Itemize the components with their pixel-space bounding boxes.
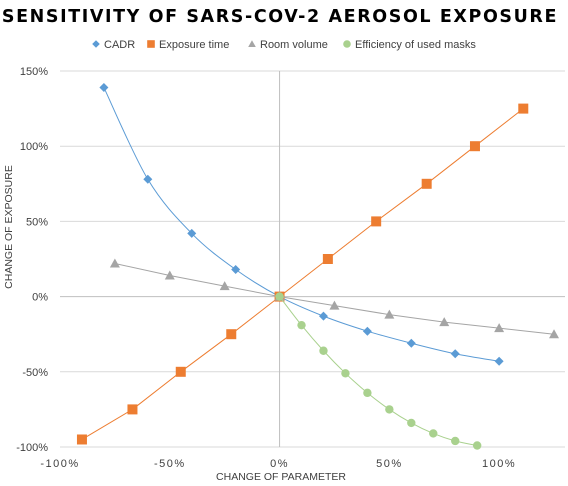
data-point bbox=[407, 418, 416, 428]
data-point bbox=[362, 326, 372, 336]
data-point bbox=[439, 317, 450, 327]
x-tick-label: 100% bbox=[482, 458, 516, 470]
x-tick-label: -100% bbox=[40, 458, 79, 470]
legend-marker bbox=[92, 40, 100, 48]
data-point bbox=[450, 349, 460, 359]
legend-label: Room volume bbox=[260, 39, 328, 51]
legend-label: Efficiency of used masks bbox=[355, 39, 476, 51]
x-axis-title: CHANGE OF PARAMETER bbox=[216, 471, 346, 483]
data-point bbox=[472, 441, 482, 450]
data-point bbox=[494, 356, 504, 366]
data-point bbox=[226, 329, 237, 340]
y-tick-label: -50% bbox=[22, 367, 48, 379]
data-point bbox=[494, 323, 505, 333]
legend-marker bbox=[343, 40, 351, 48]
series-line bbox=[279, 296, 478, 446]
legend-marker bbox=[147, 40, 155, 48]
data-point bbox=[406, 338, 416, 348]
legend: CADR Exposure time Room volume Efficiency o… bbox=[92, 39, 476, 51]
data-point bbox=[175, 366, 186, 377]
data-point bbox=[275, 292, 284, 301]
data-point bbox=[109, 258, 120, 268]
series-line bbox=[103, 87, 500, 362]
data-point bbox=[469, 141, 480, 152]
axes: -100% -50% 0% 50% 100% 150% -100% -50% 0% 50% 100% bbox=[16, 66, 565, 470]
data-point bbox=[518, 103, 529, 114]
data-point bbox=[429, 429, 438, 438]
data-point bbox=[164, 270, 175, 280]
data-point bbox=[219, 281, 230, 291]
legend-marker bbox=[248, 40, 256, 48]
data-point bbox=[127, 404, 138, 415]
series-cadr bbox=[99, 83, 504, 366]
data-point bbox=[385, 405, 394, 414]
series-room-volume bbox=[109, 258, 560, 339]
data-point bbox=[318, 311, 328, 321]
series-exposure-time bbox=[76, 103, 529, 445]
data-point bbox=[549, 329, 560, 339]
y-tick-label: -100% bbox=[16, 442, 48, 454]
x-tick-label: 0% bbox=[270, 458, 289, 470]
data-point bbox=[76, 434, 87, 445]
series-efficiency-of-used-masks bbox=[275, 292, 482, 450]
data-point bbox=[371, 216, 382, 227]
chart-title: SENSITIVITY OF SARS-COV-2 AEROSOL EXPOSU… bbox=[2, 7, 558, 27]
legend-label: CADR bbox=[104, 39, 135, 51]
series-layer bbox=[76, 83, 560, 450]
gridlines bbox=[60, 70, 565, 448]
x-tick-label: 50% bbox=[376, 458, 403, 470]
data-point bbox=[451, 436, 460, 446]
data-point bbox=[319, 346, 328, 355]
y-tick-label: 100% bbox=[20, 141, 48, 153]
x-tick-label: -50% bbox=[154, 458, 186, 470]
y-tick-label: 50% bbox=[26, 216, 48, 228]
data-point bbox=[99, 83, 109, 93]
series-line bbox=[81, 108, 524, 440]
data-point bbox=[231, 265, 241, 275]
y-tick-label: 150% bbox=[20, 66, 48, 78]
data-point bbox=[187, 228, 197, 238]
data-point bbox=[421, 178, 432, 189]
data-point bbox=[384, 309, 395, 319]
data-point bbox=[341, 369, 350, 378]
data-point bbox=[297, 320, 306, 330]
data-point bbox=[329, 300, 340, 310]
y-axis-title: CHANGE OF EXPOSURE bbox=[3, 165, 15, 289]
y-tick-label: 0% bbox=[32, 292, 48, 304]
data-point bbox=[322, 254, 333, 264]
data-point bbox=[363, 388, 372, 398]
series-line bbox=[114, 263, 555, 335]
data-point bbox=[143, 174, 153, 184]
legend-label: Exposure time bbox=[159, 39, 229, 51]
